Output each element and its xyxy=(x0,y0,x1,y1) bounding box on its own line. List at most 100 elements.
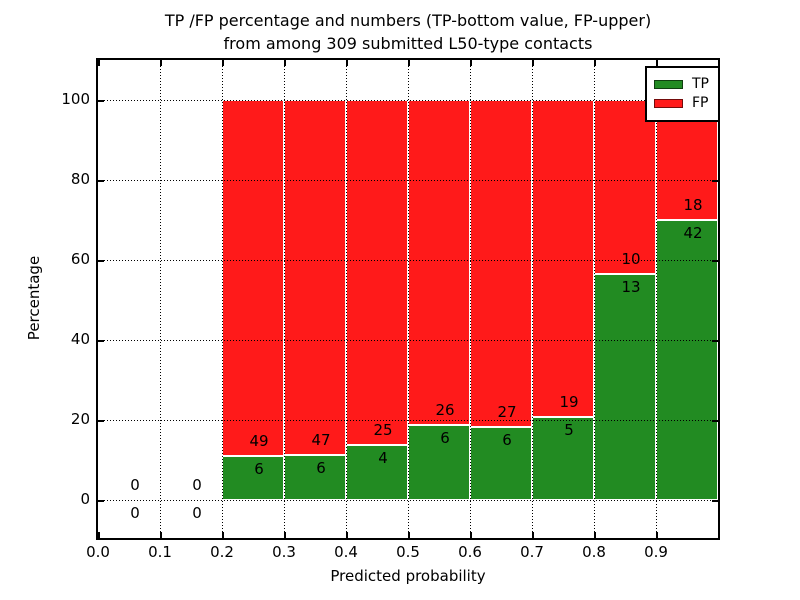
x-tick-label: 0.9 xyxy=(644,543,668,561)
fp-count-label: 18 xyxy=(683,196,703,214)
bar-tp-segment xyxy=(408,425,470,500)
bars-layer xyxy=(98,60,718,538)
x-tick-label: 0.3 xyxy=(272,543,296,561)
y-tickmark xyxy=(98,180,104,182)
fp-count-label: 0 xyxy=(192,476,202,494)
tp-count-label: 6 xyxy=(254,460,264,479)
gridline-horizontal xyxy=(98,99,718,101)
x-tick-label: 0.0 xyxy=(86,543,110,561)
gridline-vertical xyxy=(593,60,595,538)
x-tickmark xyxy=(656,532,658,538)
x-tickmark-top xyxy=(594,60,596,66)
x-tickmark-top xyxy=(284,60,286,66)
tp-count-label: 5 xyxy=(564,420,574,439)
fp-count-label: 25 xyxy=(373,420,393,439)
x-tickmark-top xyxy=(160,60,162,66)
x-tickmark-top xyxy=(408,60,410,66)
x-tickmark xyxy=(160,532,162,538)
y-tickmark-right xyxy=(712,420,718,422)
x-tickmark-top xyxy=(532,60,534,66)
x-tickmark-top xyxy=(222,60,224,66)
y-tickmark xyxy=(98,100,104,102)
chart-title: TP /FP percentage and numbers (TP-bottom… xyxy=(96,9,720,55)
x-tickmark xyxy=(284,532,286,538)
x-tickmark-top xyxy=(470,60,472,66)
gridline-vertical xyxy=(159,60,161,538)
y-tickmark-right xyxy=(712,340,718,342)
y-tickmark xyxy=(98,500,104,502)
x-tickmark xyxy=(98,532,100,538)
gridline-horizontal xyxy=(98,179,718,181)
y-tick-label: 60 xyxy=(70,250,90,268)
legend: TP FP xyxy=(645,66,720,122)
bar-tp-segment xyxy=(656,220,718,500)
y-tickmark-right xyxy=(712,500,718,502)
y-tick-label: 0 xyxy=(80,490,90,508)
gridline-vertical xyxy=(655,60,657,538)
tp-count-label: 0 xyxy=(192,504,202,522)
bar-tp-segment xyxy=(470,427,532,500)
bar-tp-segment xyxy=(594,273,656,500)
bar-tp-segment xyxy=(222,456,284,500)
gridline-horizontal xyxy=(98,499,718,501)
y-tickmark-right xyxy=(712,180,718,182)
y-tickmark-right xyxy=(712,260,718,262)
x-tickmark xyxy=(346,532,348,538)
y-tickmark xyxy=(98,340,104,342)
gridline-vertical xyxy=(531,60,533,538)
bar-fp-segment xyxy=(594,100,656,274)
y-tick-label: 100 xyxy=(61,90,90,108)
y-tickmark xyxy=(98,420,104,422)
bar-fp-segment xyxy=(222,100,284,457)
fp-legend-swatch xyxy=(654,98,683,108)
gridline-vertical xyxy=(407,60,409,538)
fp-count-label: 10 xyxy=(621,249,641,268)
gridline-vertical xyxy=(221,60,223,538)
fp-legend-label: FP xyxy=(692,95,709,111)
x-tick-label: 0.8 xyxy=(582,543,606,561)
tp-count-label: 42 xyxy=(683,224,703,242)
x-tick-label: 0.1 xyxy=(148,543,172,561)
tp-count-label: 6 xyxy=(440,429,450,447)
x-tickmark xyxy=(532,532,534,538)
gridline-vertical xyxy=(283,60,285,538)
tp-count-label: 6 xyxy=(502,431,512,450)
tp-count-label: 13 xyxy=(621,277,641,296)
bar-fp-segment xyxy=(470,100,532,428)
tp-count-label: 6 xyxy=(316,458,326,477)
fp-count-label: 27 xyxy=(497,403,517,422)
tp-legend-swatch xyxy=(654,79,683,89)
gridline-vertical xyxy=(345,60,347,538)
x-tick-label: 0.6 xyxy=(458,543,482,561)
plot-area: 0 0 0 0 49 6 47 6 25 4 26 6 27 6 19 5 10 13 18 42 xyxy=(96,58,720,540)
bar-fp-segment xyxy=(408,100,470,425)
chart-title-line1: TP /FP percentage and numbers (TP-bottom… xyxy=(164,11,652,30)
tick-layer xyxy=(98,60,718,538)
x-tickmark-top xyxy=(656,60,658,66)
bar-fp-segment xyxy=(346,100,408,445)
fp-count-label: 49 xyxy=(249,432,269,451)
fp-count-label: 47 xyxy=(311,430,331,449)
x-tickmark xyxy=(222,532,224,538)
x-tick-label: 0.2 xyxy=(210,543,234,561)
tp-legend-label: TP xyxy=(692,76,709,92)
x-tick-label: 0.4 xyxy=(334,543,358,561)
fp-count-label: 26 xyxy=(435,401,455,419)
y-tick-label: 20 xyxy=(70,410,90,428)
tp-count-label: 0 xyxy=(130,504,140,522)
gridline-horizontal xyxy=(98,419,718,421)
legend-item-fp: FP xyxy=(654,95,709,111)
grid-layer xyxy=(98,60,718,538)
x-tickmark xyxy=(470,532,472,538)
gridline-vertical xyxy=(469,60,471,538)
x-tick-label: 0.7 xyxy=(520,543,544,561)
bar-tp-segment xyxy=(284,454,346,500)
fp-count-label: 19 xyxy=(559,392,579,411)
x-tickmark-top xyxy=(98,60,100,66)
y-tickmark xyxy=(98,260,104,262)
annotations-layer: 0 0 0 0 49 6 47 6 25 4 26 6 27 6 19 5 10 13 18 42 xyxy=(98,60,718,538)
tp-count-label: 4 xyxy=(378,448,388,467)
bar-fp-segment xyxy=(532,100,594,417)
y-axis-label: Percentage xyxy=(25,255,43,341)
